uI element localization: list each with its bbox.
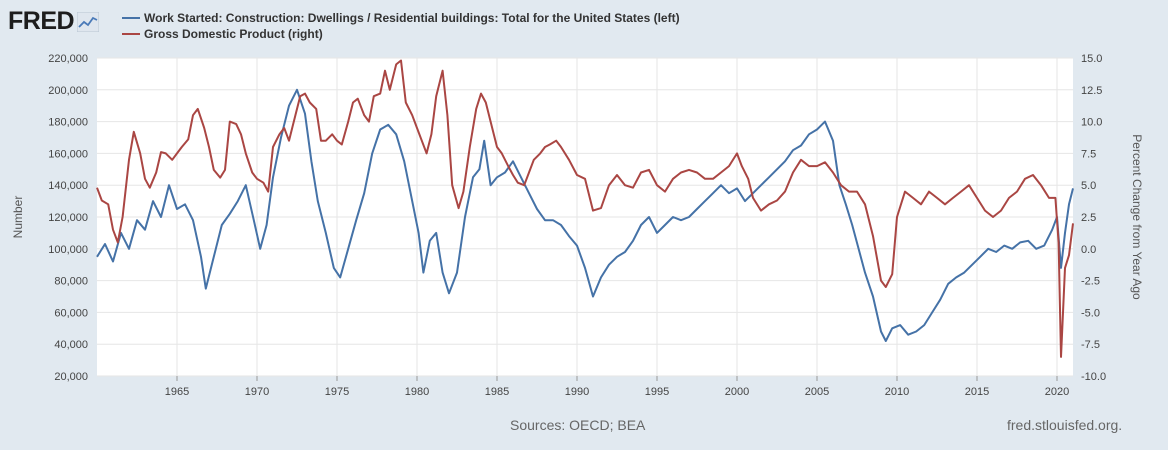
legend-item-housing-starts[interactable]: Work Started: Construction: Dwellings / … <box>122 10 680 26</box>
grid-lines <box>97 57 1073 377</box>
right-axis-tick-label: -10.0 <box>1081 371 1106 383</box>
x-axis-tick-label: 1985 <box>485 386 509 398</box>
right-axis-tick-label: -2.5 <box>1081 276 1100 288</box>
right-axis-tick-label: 5.0 <box>1081 180 1096 192</box>
legend-swatch-blue <box>122 17 140 19</box>
right-axis-tick-label: 2.5 <box>1081 212 1096 224</box>
left-axis-tick-label: 180,000 <box>48 117 88 129</box>
fred-logo-text: FRED <box>8 7 75 35</box>
chart-legend: Work Started: Construction: Dwellings / … <box>122 10 680 42</box>
right-axis-tick-label: 0.0 <box>1081 244 1096 256</box>
right-axis-tick-label: 15.0 <box>1081 53 1102 65</box>
left-axis-tick-label: 20,000 <box>54 371 88 383</box>
right-axis-tick-label: 12.5 <box>1081 85 1102 97</box>
right-axis-tick-label: -5.0 <box>1081 307 1100 319</box>
left-axis-tick-label: 160,000 <box>48 148 88 160</box>
right-axis-title: Percent Change from Year Ago <box>1130 134 1144 300</box>
x-axis-ticks: 1965 1970 1975 1980 1985 1990 1995 2000 2005 2010… <box>165 376 1069 398</box>
left-axis-ticks: 20,000 40,000 60,000 80,000 100,000 120,000 14… <box>48 53 88 383</box>
left-axis-tick-label: 80,000 <box>54 276 88 288</box>
fred-logo[interactable]: FRED <box>8 7 100 36</box>
x-axis-tick-label: 2000 <box>725 386 749 398</box>
fred-url-link[interactable]: fred.stlouisfed.org. <box>1007 417 1123 433</box>
series-lines <box>96 59 1074 358</box>
x-axis-tick-label: 1965 <box>165 386 189 398</box>
x-axis-tick-label: 1995 <box>645 386 669 398</box>
right-axis-tick-label: 7.5 <box>1081 148 1096 160</box>
right-axis-ticks: -10.0 -7.5 -5.0 -2.5 0.0 2.5 5.0 7.5 10.0 12.5 15.… <box>1081 53 1106 383</box>
left-axis-tick-label: 100,000 <box>48 244 88 256</box>
x-axis-tick-label: 1990 <box>565 386 589 398</box>
x-axis-tick-label: 2020 <box>1045 386 1069 398</box>
legend-label-housing-starts: Work Started: Construction: Dwellings / … <box>144 11 680 25</box>
series-line-gdp <box>96 59 1074 358</box>
left-axis-tick-label: 140,000 <box>48 180 88 192</box>
left-axis-tick-label: 40,000 <box>54 339 88 351</box>
right-axis-tick-label: -7.5 <box>1081 339 1100 351</box>
x-axis-tick-label: 2010 <box>885 386 909 398</box>
left-axis-tick-label: 220,000 <box>48 53 88 65</box>
left-axis-title: Number <box>11 196 25 239</box>
left-axis-tick-label: 120,000 <box>48 212 88 224</box>
x-axis-tick-label: 2015 <box>965 386 989 398</box>
x-axis-tick-label: 1980 <box>405 386 429 398</box>
chart-line-icon <box>77 11 100 32</box>
x-axis-tick-label: 1970 <box>245 386 269 398</box>
left-axis-tick-label: 200,000 <box>48 85 88 97</box>
series-line-housing-starts <box>96 88 1074 342</box>
x-axis-tick-label: 1975 <box>325 386 349 398</box>
x-axis-tick-label: 2005 <box>805 386 829 398</box>
dual-axis-line-chart: 20,000 40,000 60,000 80,000 100,000 120,000 14… <box>11 53 1144 398</box>
left-axis-tick-label: 60,000 <box>54 307 88 319</box>
right-axis-tick-label: 10.0 <box>1081 117 1102 129</box>
legend-item-gdp[interactable]: Gross Domestic Product (right) <box>122 26 680 42</box>
legend-label-gdp: Gross Domestic Product (right) <box>144 27 323 41</box>
sources-note: Sources: OECD; BEA <box>510 417 646 433</box>
legend-swatch-red <box>122 33 140 35</box>
